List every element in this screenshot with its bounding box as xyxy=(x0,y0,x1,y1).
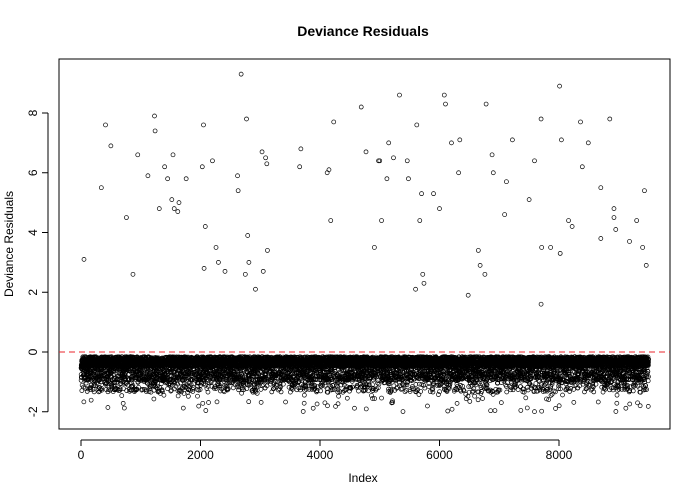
residual-point xyxy=(103,381,109,387)
residual-point xyxy=(180,405,186,411)
residual-point xyxy=(302,392,307,398)
residual-point xyxy=(120,400,126,406)
residual-point xyxy=(92,383,98,389)
residual-point xyxy=(356,388,361,394)
residual-point xyxy=(112,377,117,383)
residual-point xyxy=(161,392,167,398)
residual-point xyxy=(109,374,115,380)
residual-point xyxy=(200,400,206,406)
residual-point xyxy=(117,386,123,392)
data-points xyxy=(78,71,651,414)
residual-point xyxy=(325,403,330,409)
residual-point xyxy=(94,380,99,386)
residual-point xyxy=(301,400,307,406)
residual-point xyxy=(119,393,125,398)
residual-point xyxy=(105,389,111,395)
residual-point xyxy=(186,393,191,399)
residual-point xyxy=(310,405,316,411)
residual-point xyxy=(206,400,211,405)
residual-point xyxy=(129,383,135,389)
residual-point xyxy=(258,400,264,405)
residual-point xyxy=(214,399,220,405)
residual-point xyxy=(205,389,211,395)
residual-point xyxy=(300,409,306,414)
residual-point xyxy=(130,383,136,388)
residual-point xyxy=(196,403,202,409)
residual-point xyxy=(197,387,203,392)
residual-point xyxy=(106,384,112,390)
residual-point xyxy=(105,405,111,410)
residual-point xyxy=(121,405,127,411)
residual-point xyxy=(175,393,181,399)
residual-point xyxy=(314,401,320,407)
residual-point xyxy=(336,393,341,399)
residual-point xyxy=(121,380,127,386)
residual-point xyxy=(335,401,341,407)
residual-point xyxy=(81,399,87,405)
residual-point xyxy=(363,406,369,412)
residual-point xyxy=(203,408,209,413)
residual-point xyxy=(99,387,105,393)
residual-point xyxy=(352,405,357,411)
residual-point xyxy=(109,384,115,390)
residual-point xyxy=(283,399,288,405)
residual-point xyxy=(344,395,350,401)
residual-point xyxy=(99,386,104,391)
residual-point xyxy=(195,393,200,399)
residual-point xyxy=(91,389,97,395)
residual-point xyxy=(106,378,111,384)
residual-point xyxy=(78,372,84,377)
plot-frame xyxy=(58,58,671,430)
residual-point xyxy=(246,399,252,405)
residual-point xyxy=(151,396,157,402)
residual-point xyxy=(88,397,94,403)
chart-title: Deviance Residuals xyxy=(297,23,429,39)
residual-point xyxy=(88,387,93,392)
residual-point xyxy=(333,404,338,409)
